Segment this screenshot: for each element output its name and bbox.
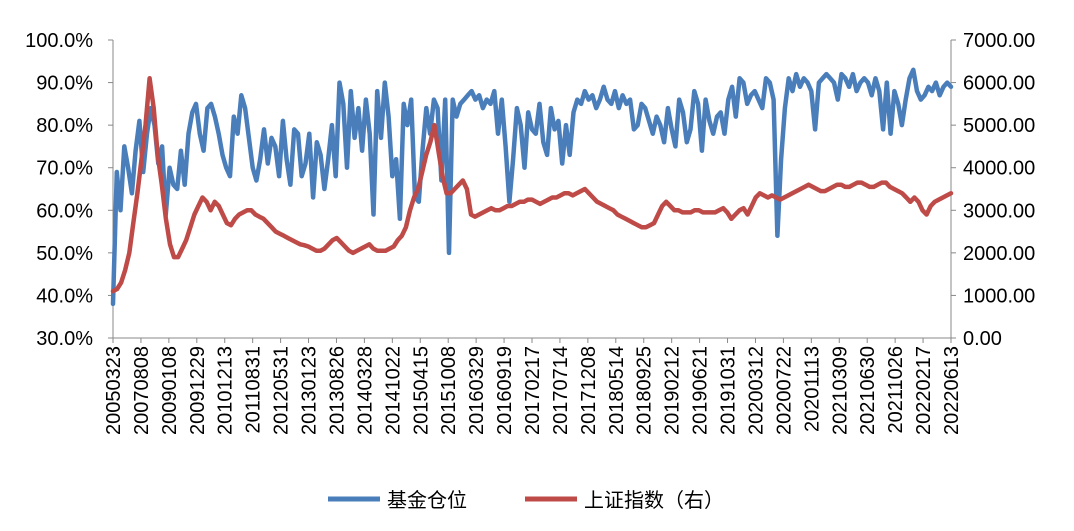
right-axis-ticks: 7000.00 6000.00 5000.00 4000.00 3000.00 2000.… xyxy=(951,30,1035,350)
left-tick-label: 80.0% xyxy=(36,115,93,137)
right-tick-label: 0.00 xyxy=(963,328,1002,350)
legend-label: 上证指数（右） xyxy=(584,488,724,512)
x-axis-ticks: 20050323 20070808 20090108 20091229 20101213… xyxy=(103,338,963,435)
x-tick-label: 20190212 xyxy=(662,346,684,435)
x-tick-label: 20171208 xyxy=(578,346,600,435)
x-tick-label: 20200722 xyxy=(773,346,795,435)
x-tick-label: 20191031 xyxy=(718,346,740,435)
x-tick-label: 20090108 xyxy=(159,346,181,435)
x-tick-label: 20160329 xyxy=(466,346,488,435)
left-tick-label: 60.0% xyxy=(36,200,93,222)
left-tick-label: 30.0% xyxy=(36,328,93,350)
x-tick-label: 20210309 xyxy=(829,346,851,435)
series-line-fund-position xyxy=(110,67,954,307)
x-tick-label: 20201113 xyxy=(801,346,823,432)
left-tick-label: 50.0% xyxy=(36,243,93,265)
series-group xyxy=(110,67,954,307)
left-tick-label: 100.0% xyxy=(25,30,93,52)
x-tick-label: 20190621 xyxy=(690,346,712,435)
left-tick-label: 90.0% xyxy=(36,73,93,95)
x-tick-label: 20210630 xyxy=(857,346,879,435)
right-tick-label: 4000.00 xyxy=(963,158,1035,180)
right-tick-label: 5000.00 xyxy=(963,115,1035,137)
right-tick-label: 6000.00 xyxy=(963,73,1035,95)
x-tick-label: 20150415 xyxy=(410,346,432,435)
x-tick-label: 20180514 xyxy=(606,346,628,435)
x-tick-label: 20130826 xyxy=(326,346,348,435)
x-tick-label: 20200312 xyxy=(745,346,767,435)
series-line-shanghai-index xyxy=(110,76,954,294)
x-tick-label: 20130123 xyxy=(299,346,321,435)
x-tick-label: 20180925 xyxy=(634,346,656,435)
legend: 基金仓位 上证指数（右） xyxy=(328,488,724,512)
right-tick-label: 2000.00 xyxy=(963,243,1035,265)
left-tick-label: 40.0% xyxy=(36,285,93,307)
x-tick-label: 20220613 xyxy=(941,346,963,435)
left-axis-ticks: 100.0% 90.0% 80.0% 70.0% 60.0% 50.0% 40.0% 30.0… xyxy=(25,30,113,350)
legend-label: 基金仓位 xyxy=(387,488,467,512)
x-tick-label: 20110831 xyxy=(243,346,265,434)
x-tick-label: 20220217 xyxy=(913,346,935,435)
x-tick-label: 20091229 xyxy=(187,346,209,435)
x-tick-label: 20170714 xyxy=(550,346,572,435)
x-tick-label: 20141022 xyxy=(382,346,404,435)
right-tick-label: 3000.00 xyxy=(963,200,1035,222)
x-tick-label: 20101213 xyxy=(215,346,237,435)
left-tick-label: 70.0% xyxy=(36,158,93,180)
x-tick-label: 20170217 xyxy=(522,346,544,435)
x-tick-label: 20120531 xyxy=(271,346,293,435)
x-tick-label: 20160919 xyxy=(494,346,516,435)
right-tick-label: 7000.00 xyxy=(963,30,1035,52)
right-tick-label: 1000.00 xyxy=(963,285,1035,307)
x-tick-label: 20050323 xyxy=(103,346,125,435)
x-tick-label: 20151008 xyxy=(438,346,460,435)
x-tick-label: 20070808 xyxy=(131,346,153,435)
x-tick-label: 20211026 xyxy=(885,346,907,434)
x-tick-label: 20140328 xyxy=(354,346,376,435)
